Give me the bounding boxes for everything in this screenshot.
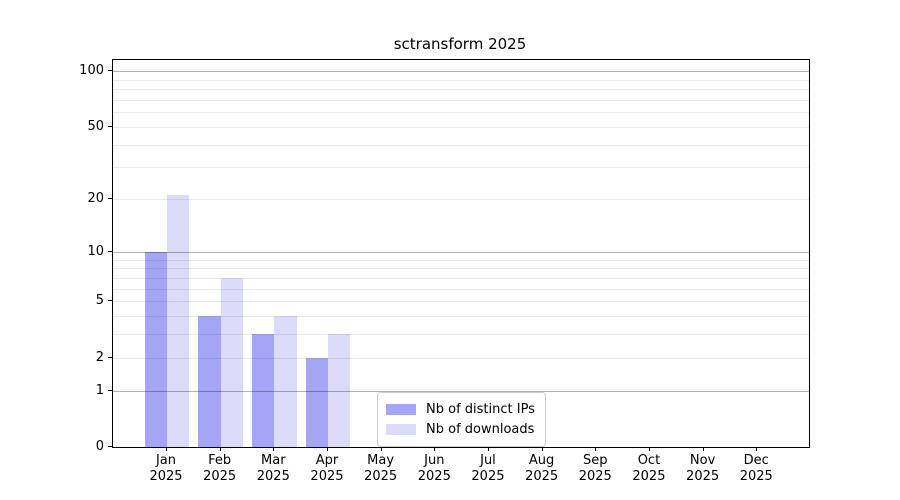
x-tick-mark	[595, 447, 597, 451]
y-gridline-minor	[113, 288, 809, 290]
y-gridline-minor	[113, 144, 809, 146]
legend-label-downloads: Nb of downloads	[426, 421, 535, 437]
x-tick-mark	[541, 447, 543, 451]
y-tick-mark	[108, 125, 113, 127]
y-gridline-minor	[113, 99, 809, 101]
y-gridline-minor	[113, 199, 809, 201]
y-gridline-minor	[113, 315, 809, 317]
x-tick-mark	[326, 447, 328, 451]
x-tick-mark	[273, 447, 275, 451]
bar-downloads-mar	[274, 315, 297, 447]
bar-downloads-feb	[220, 277, 243, 447]
y-tick-mark	[108, 446, 113, 447]
bar-distinct-ips-jan	[144, 251, 167, 447]
y-gridline-minor	[113, 79, 809, 81]
x-tick-label-jun: Jun 2025	[417, 453, 451, 484]
x-tick-label-sep: Sep 2025	[578, 453, 612, 484]
legend: Nb of distinct IPs Nb of downloads	[377, 392, 546, 447]
plot-area	[112, 59, 810, 448]
legend-label-distinct-ips: Nb of distinct IPs	[426, 401, 535, 417]
x-tick-label-dec: Dec 2025	[739, 453, 773, 484]
y-tick-mark	[108, 198, 113, 200]
y-tick-label: 0	[95, 439, 104, 454]
y-gridline-minor	[113, 277, 809, 279]
x-tick-label-oct: Oct 2025	[632, 453, 666, 484]
bar-downloads-apr	[327, 334, 351, 447]
x-tick-label-jul: Jul 2025	[471, 453, 505, 484]
bar-distinct-ips-mar	[252, 334, 275, 447]
y-gridline-minor	[113, 112, 809, 114]
y-gridline-major	[113, 71, 809, 73]
y-tick-label: 2	[95, 349, 104, 365]
x-tick-mark	[380, 447, 382, 451]
chart-title: sctransform 2025	[393, 35, 527, 53]
y-tick-mark	[108, 70, 113, 72]
x-tick-label-feb: Feb 2025	[203, 453, 237, 484]
bar-downloads-jan	[167, 195, 190, 447]
x-tick-label-jan: Jan 2025	[149, 453, 183, 484]
x-tick-label-nov: Nov 2025	[686, 453, 720, 484]
legend-item-downloads: Nb of downloads	[386, 419, 535, 439]
bar-distinct-ips-feb	[198, 315, 221, 447]
y-gridline-minor	[113, 268, 809, 270]
y-tick-label: 50	[87, 118, 104, 134]
legend-swatch-downloads	[386, 423, 416, 435]
legend-swatch-distinct-ips	[386, 403, 416, 415]
legend-item-distinct-ips: Nb of distinct IPs	[386, 399, 535, 419]
bar-distinct-ips-apr	[305, 357, 328, 447]
y-gridline-minor	[113, 357, 809, 359]
y-gridline-minor	[113, 89, 809, 91]
x-tick-mark	[219, 447, 221, 451]
x-tick-label-apr: Apr 2025	[310, 453, 344, 484]
y-gridline-minor	[113, 126, 809, 128]
y-tick-mark	[108, 300, 113, 302]
x-tick-mark	[756, 447, 758, 451]
x-tick-label-may: May 2025	[364, 453, 398, 484]
y-tick-label: 10	[87, 243, 104, 259]
y-gridline-minor	[113, 334, 809, 336]
y-tick-label: 20	[87, 191, 104, 207]
y-gridline-minor	[113, 167, 809, 169]
x-tick-mark	[648, 447, 650, 451]
y-tick-mark	[108, 356, 113, 358]
y-gridline-major	[113, 251, 809, 253]
x-tick-label-mar: Mar 2025	[256, 453, 290, 484]
x-tick-mark	[702, 447, 704, 451]
x-tick-mark	[166, 447, 167, 451]
y-gridline-major	[113, 390, 809, 392]
y-gridline-minor	[113, 301, 809, 303]
y-tick-mark	[108, 250, 113, 252]
y-tick-mark	[108, 389, 113, 391]
y-tick-label: 5	[95, 293, 104, 309]
y-gridline-minor	[113, 259, 809, 261]
x-tick-label-aug: Aug 2025	[525, 453, 559, 484]
x-tick-mark	[487, 447, 489, 451]
y-tick-label: 1	[95, 382, 104, 398]
y-tick-label: 100	[79, 63, 104, 79]
x-tick-mark	[434, 447, 436, 451]
